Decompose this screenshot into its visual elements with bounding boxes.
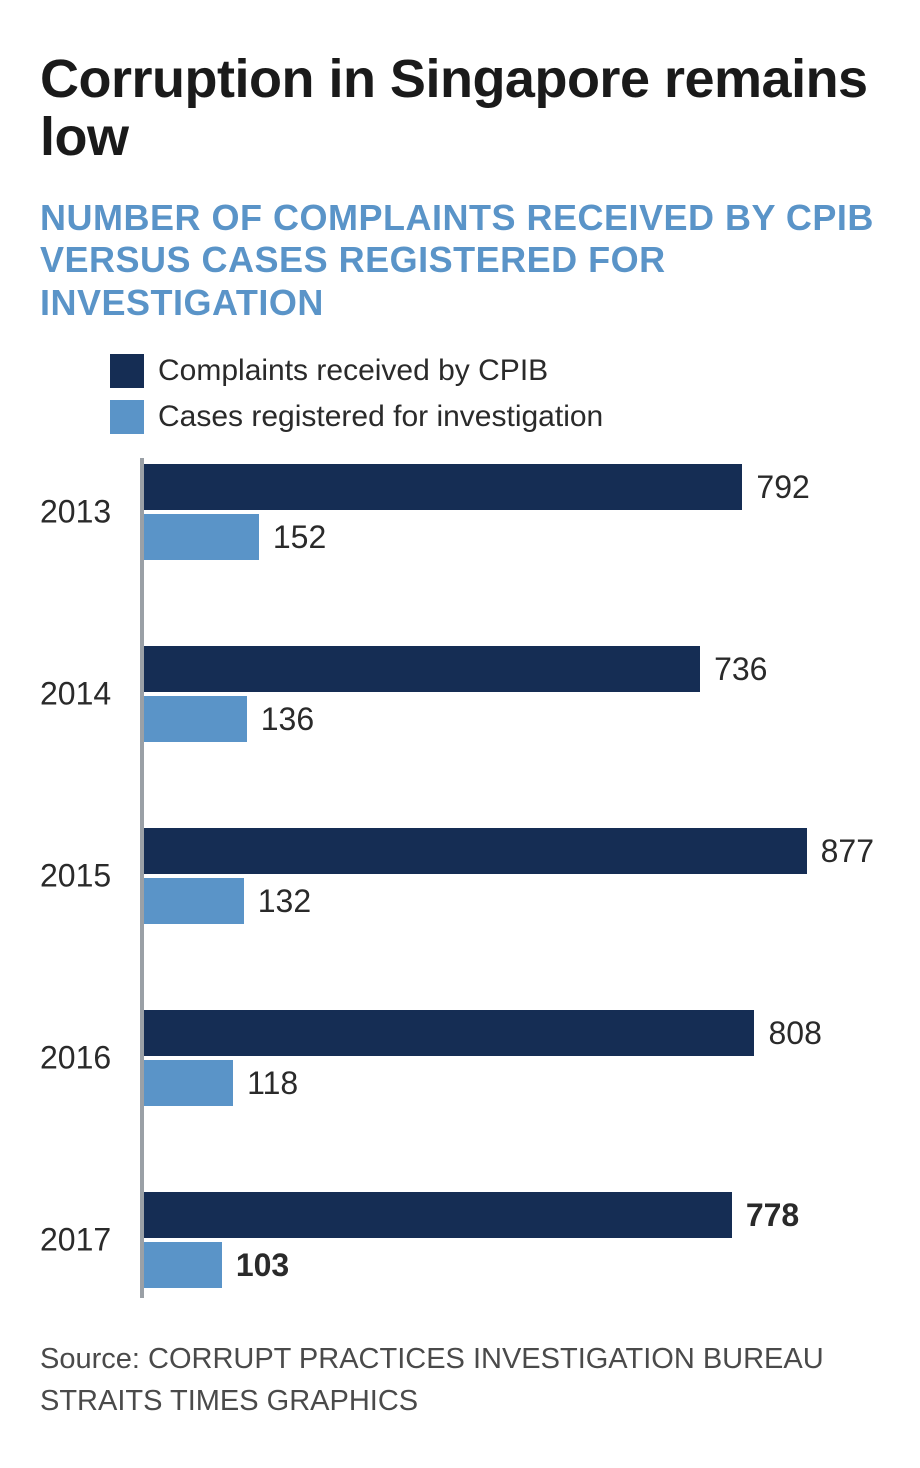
year-label: 2014: [40, 676, 130, 713]
legend-label-complaints: Complaints received by CPIB: [158, 354, 548, 388]
legend-label-cases: Cases registered for investigation: [158, 400, 603, 434]
bar-cases: [144, 1242, 222, 1288]
year-group: 2013792152: [140, 464, 880, 560]
bar-value-complaints: 877: [821, 833, 874, 870]
legend-swatch-cases: [110, 400, 144, 434]
bar-chart: Number 201379215220147361362015877132201…: [40, 464, 880, 1298]
bar-cases: [144, 514, 259, 560]
bar-value-cases: 132: [258, 883, 311, 920]
chart-title: Corruption in Singapore remains low: [40, 50, 880, 167]
year-group: 2016808118: [140, 1010, 880, 1106]
bar-cases: [144, 1060, 233, 1106]
bar-complaints: [144, 464, 742, 510]
year-group: 2015877132: [140, 828, 880, 924]
bar-row-complaints: 792: [140, 464, 880, 510]
bar-row-complaints: 736: [140, 646, 880, 692]
bar-row-cases: 103: [140, 1242, 880, 1288]
year-label: 2016: [40, 1040, 130, 1077]
year-label: 2013: [40, 494, 130, 531]
bar-value-cases: 118: [247, 1065, 298, 1102]
year-group: 2017778103: [140, 1192, 880, 1288]
legend-item-cases: Cases registered for investigation: [110, 400, 880, 434]
source-block: Source: CORRUPT PRACTICES INVESTIGATION …: [40, 1338, 880, 1422]
bar-cases: [144, 878, 244, 924]
source-line: Source: CORRUPT PRACTICES INVESTIGATION …: [40, 1338, 880, 1380]
year-group: 2014736136: [140, 646, 880, 742]
bar-value-cases: 136: [261, 701, 314, 738]
bar-value-complaints: 808: [768, 1015, 821, 1052]
bar-row-cases: 118: [140, 1060, 880, 1106]
legend: Complaints received by CPIB Cases regist…: [40, 354, 880, 434]
bar-value-complaints: 736: [714, 651, 767, 688]
bar-row-cases: 136: [140, 696, 880, 742]
bar-row-cases: 152: [140, 514, 880, 560]
bar-value-cases: 103: [236, 1247, 289, 1284]
bar-value-complaints: 778: [746, 1197, 799, 1234]
bar-cases: [144, 696, 247, 742]
source-credit: STRAITS TIMES GRAPHICS: [40, 1380, 880, 1422]
bar-value-cases: 152: [273, 519, 326, 556]
bar-row-complaints: 778: [140, 1192, 880, 1238]
year-label: 2017: [40, 1222, 130, 1259]
bar-complaints: [144, 646, 700, 692]
legend-item-complaints: Complaints received by CPIB: [110, 354, 880, 388]
bar-complaints: [144, 828, 807, 874]
bar-value-complaints: 792: [756, 469, 809, 506]
bar-row-complaints: 877: [140, 828, 880, 874]
bar-complaints: [144, 1192, 732, 1238]
chart-subtitle: NUMBER OF COMPLAINTS RECEIVED BY CPIB VE…: [40, 197, 880, 324]
bar-complaints: [144, 1010, 754, 1056]
legend-swatch-complaints: [110, 354, 144, 388]
bar-row-cases: 132: [140, 878, 880, 924]
bar-row-complaints: 808: [140, 1010, 880, 1056]
year-label: 2015: [40, 858, 130, 895]
